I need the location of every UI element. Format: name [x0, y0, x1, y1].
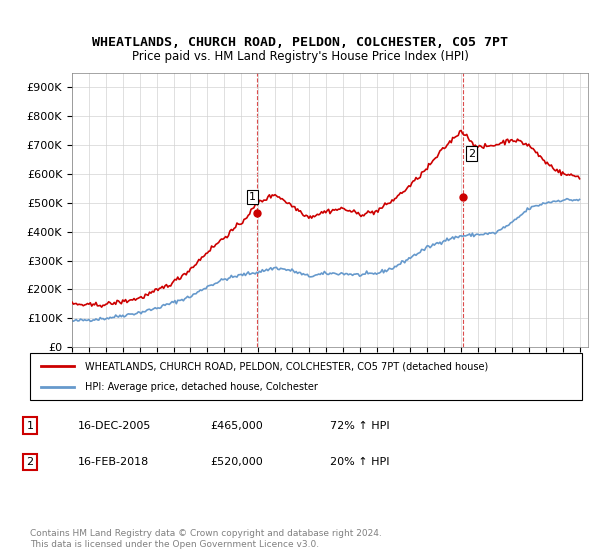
Text: 16-FEB-2018: 16-FEB-2018 [78, 457, 149, 467]
Text: Contains HM Land Registry data © Crown copyright and database right 2024.
This d: Contains HM Land Registry data © Crown c… [30, 529, 382, 549]
Text: HPI: Average price, detached house, Colchester: HPI: Average price, detached house, Colc… [85, 382, 318, 392]
Text: £465,000: £465,000 [210, 421, 263, 431]
Text: 1: 1 [26, 421, 34, 431]
Text: 72% ↑ HPI: 72% ↑ HPI [330, 421, 389, 431]
Text: 2: 2 [26, 457, 34, 467]
Text: 1: 1 [249, 192, 256, 202]
Text: Price paid vs. HM Land Registry's House Price Index (HPI): Price paid vs. HM Land Registry's House … [131, 50, 469, 63]
Text: £520,000: £520,000 [210, 457, 263, 467]
Text: WHEATLANDS, CHURCH ROAD, PELDON, COLCHESTER, CO5 7PT: WHEATLANDS, CHURCH ROAD, PELDON, COLCHES… [92, 36, 508, 49]
Text: WHEATLANDS, CHURCH ROAD, PELDON, COLCHESTER, CO5 7PT (detached house): WHEATLANDS, CHURCH ROAD, PELDON, COLCHES… [85, 361, 488, 371]
Text: 2: 2 [468, 148, 475, 158]
Text: 16-DEC-2005: 16-DEC-2005 [78, 421, 151, 431]
FancyBboxPatch shape [30, 353, 582, 400]
Text: 20% ↑ HPI: 20% ↑ HPI [330, 457, 389, 467]
